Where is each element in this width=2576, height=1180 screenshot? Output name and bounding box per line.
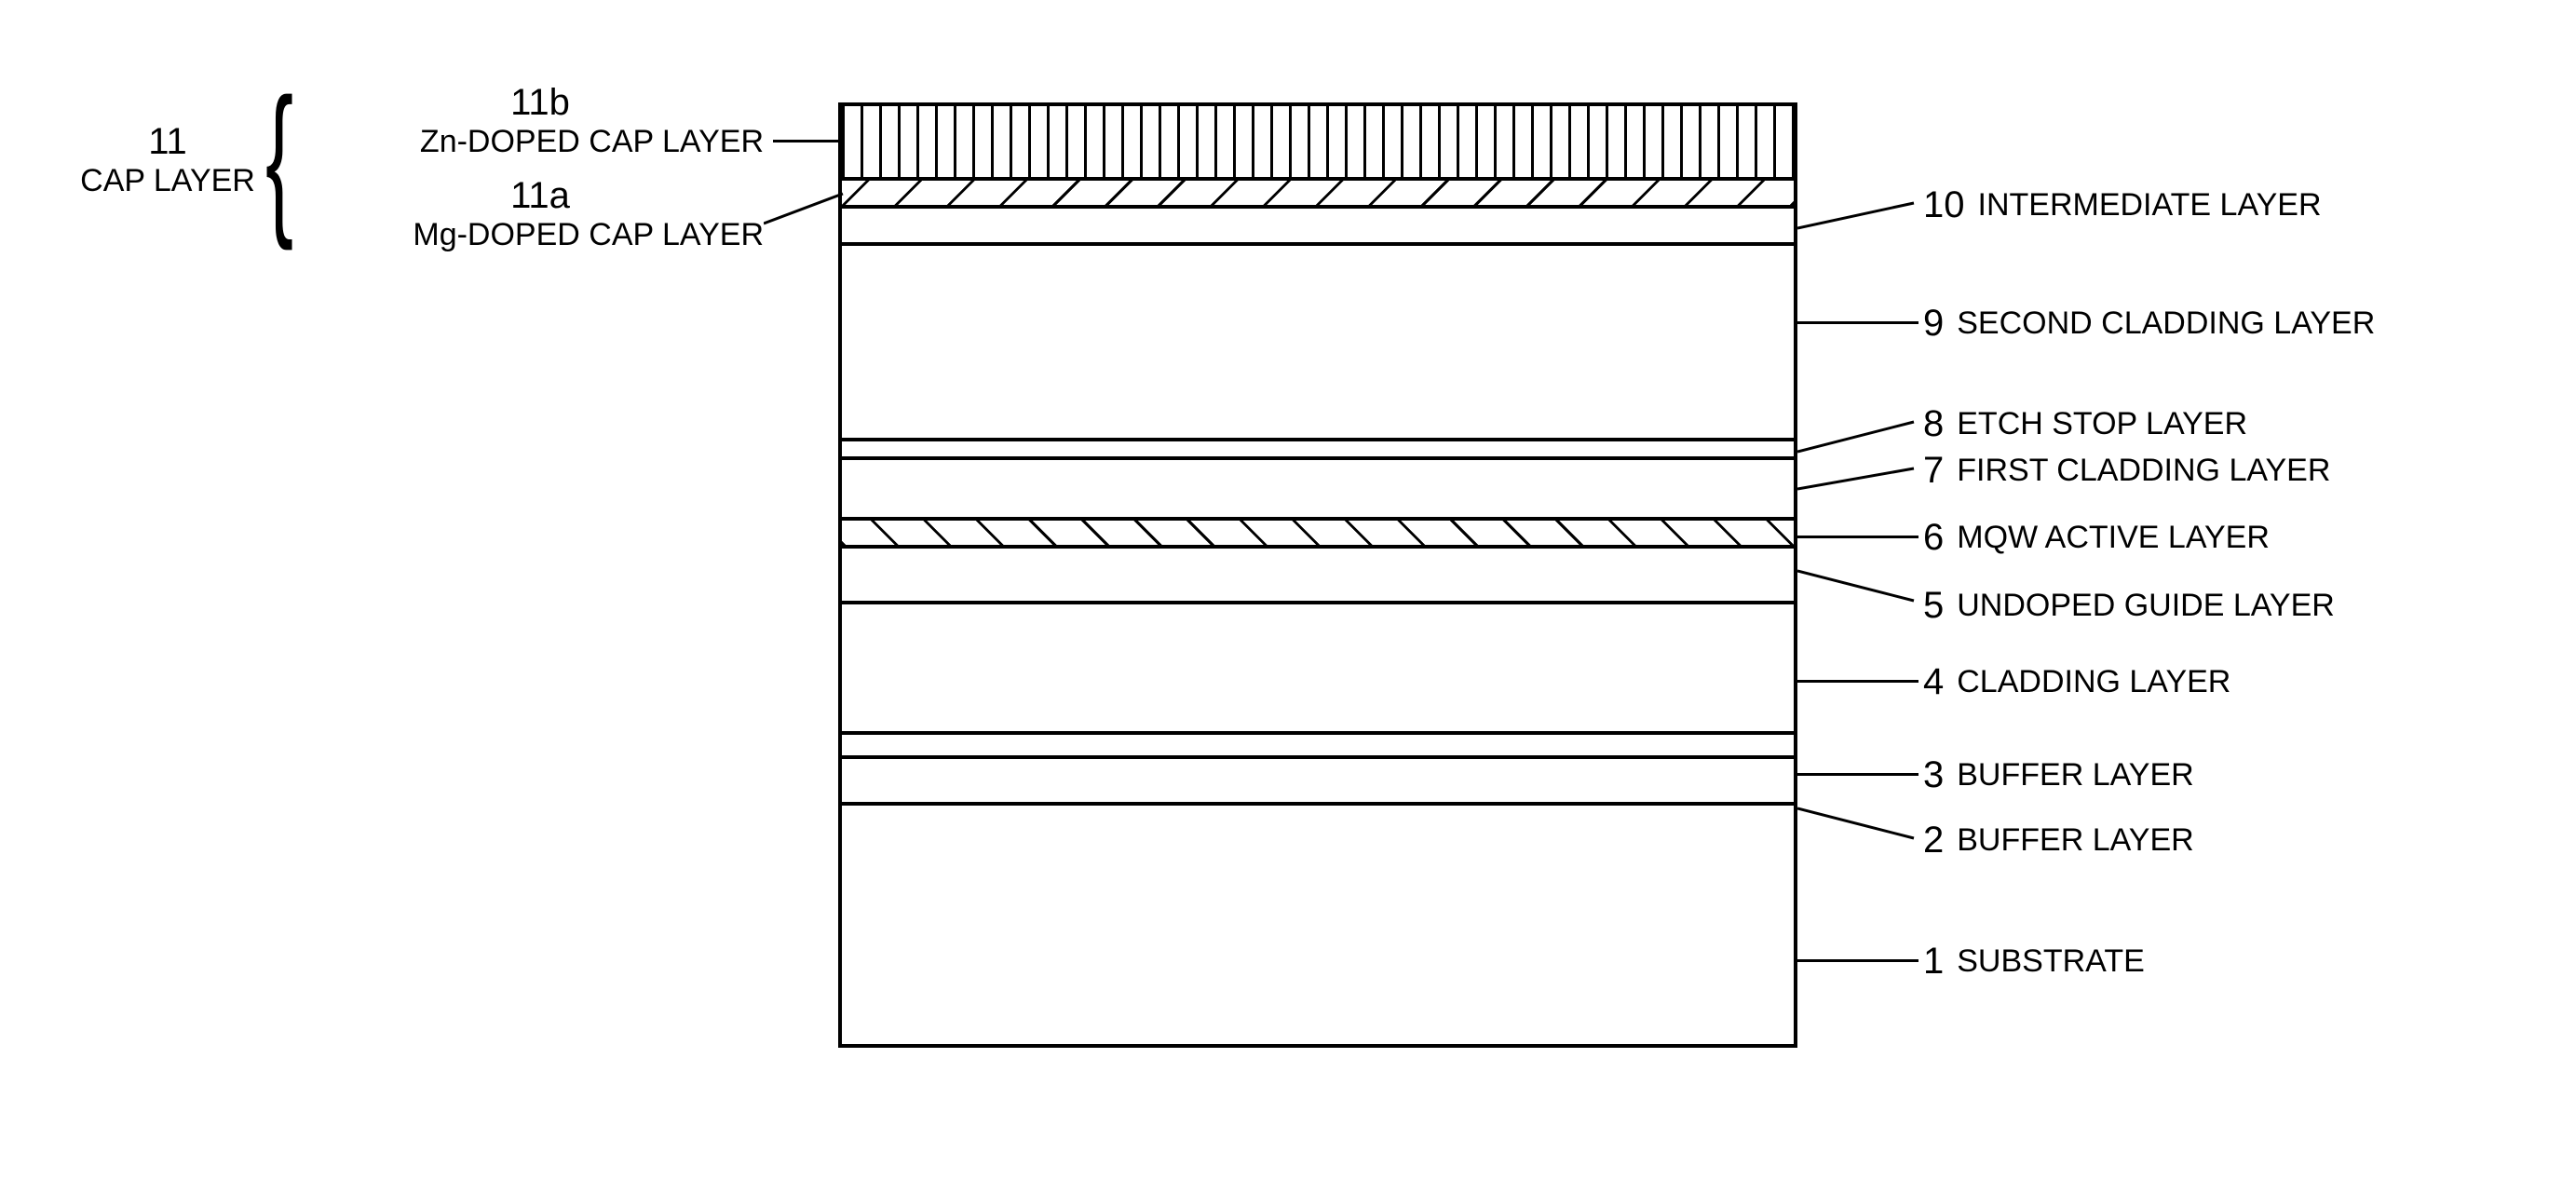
leader-2 xyxy=(1797,806,1918,843)
label-4: 4 CLADDING LAYER xyxy=(1923,661,2230,703)
brace-icon: { xyxy=(265,75,293,242)
layer-11b xyxy=(842,106,1794,181)
leader-6 xyxy=(1797,536,1918,538)
label-4-num: 4 xyxy=(1923,661,1944,703)
label-5-num: 5 xyxy=(1923,585,1944,627)
label-2-num: 2 xyxy=(1923,820,1944,861)
label-1: 1 SUBSTRATE xyxy=(1923,941,2145,983)
leader-11b xyxy=(773,140,838,142)
leader-10 xyxy=(1797,200,1918,247)
label-10-num: 10 xyxy=(1923,184,1965,226)
label-cap-group-text: CAP LAYER xyxy=(80,163,255,198)
leader-9 xyxy=(1797,321,1918,324)
label-11b: 11b Zn-DOPED CAP LAYER xyxy=(317,82,764,160)
label-9: 9 SECOND CLADDING LAYER xyxy=(1923,303,2375,345)
label-11a-text: Mg-DOPED CAP LAYER xyxy=(413,217,764,252)
leader-8 xyxy=(1797,419,1918,456)
layer-9 xyxy=(842,246,1794,441)
label-1-num: 1 xyxy=(1923,941,1944,983)
label-4-text: CLADDING LAYER xyxy=(1957,664,2230,700)
label-8: 8 ETCH STOP LAYER xyxy=(1923,403,2247,445)
label-6-text: MQW ACTIVE LAYER xyxy=(1957,520,2270,556)
leader-7 xyxy=(1797,466,1918,494)
label-11a-num: 11a xyxy=(317,175,764,217)
label-cap-group: 11 CAP LAYER xyxy=(65,121,270,199)
label-11b-text: Zn-DOPED CAP LAYER xyxy=(420,124,764,159)
label-5: 5 UNDOPED GUIDE LAYER xyxy=(1923,585,2335,627)
layer-11a xyxy=(842,181,1794,209)
label-7-num: 7 xyxy=(1923,450,1944,492)
label-10-text: INTERMEDIATE LAYER xyxy=(1978,187,2322,224)
label-11b-num: 11b xyxy=(317,82,764,124)
label-2: 2 BUFFER LAYER xyxy=(1923,820,2194,861)
label-8-num: 8 xyxy=(1923,403,1944,445)
leader-5 xyxy=(1797,568,1918,605)
layer-10 xyxy=(842,209,1794,246)
layer-7 xyxy=(842,460,1794,521)
label-cap-group-num: 11 xyxy=(148,121,187,162)
leader-1 xyxy=(1797,959,1918,962)
layer-8 xyxy=(842,441,1794,460)
label-5-text: UNDOPED GUIDE LAYER xyxy=(1957,588,2335,624)
label-9-num: 9 xyxy=(1923,303,1944,345)
label-10: 10 INTERMEDIATE LAYER xyxy=(1923,184,2322,226)
layer-4 xyxy=(842,604,1794,735)
label-6-num: 6 xyxy=(1923,517,1944,559)
layer-3 xyxy=(842,735,1794,759)
label-1-text: SUBSTRATE xyxy=(1957,943,2145,980)
label-9-text: SECOND CLADDING LAYER xyxy=(1957,305,2375,342)
layer-stack xyxy=(838,102,1797,1048)
label-7: 7 FIRST CLADDING LAYER xyxy=(1923,450,2330,492)
label-3: 3 BUFFER LAYER xyxy=(1923,754,2194,796)
label-2-text: BUFFER LAYER xyxy=(1957,822,2193,859)
layer-diagram: 11 CAP LAYER { 11b Zn-DOPED CAP LAYER 11… xyxy=(37,37,2539,1143)
label-7-text: FIRST CLADDING LAYER xyxy=(1957,453,2330,489)
leader-4 xyxy=(1797,680,1918,683)
label-6: 6 MQW ACTIVE LAYER xyxy=(1923,517,2270,559)
label-8-text: ETCH STOP LAYER xyxy=(1957,406,2247,442)
layer-5 xyxy=(842,549,1794,604)
label-3-text: BUFFER LAYER xyxy=(1957,757,2193,793)
layer-1 xyxy=(842,806,1794,1048)
leader-3 xyxy=(1797,773,1918,776)
label-11a: 11a Mg-DOPED CAP LAYER xyxy=(317,175,764,253)
layer-2 xyxy=(842,759,1794,806)
leader-11a xyxy=(764,191,847,228)
label-3-num: 3 xyxy=(1923,754,1944,796)
layer-6 xyxy=(842,521,1794,549)
